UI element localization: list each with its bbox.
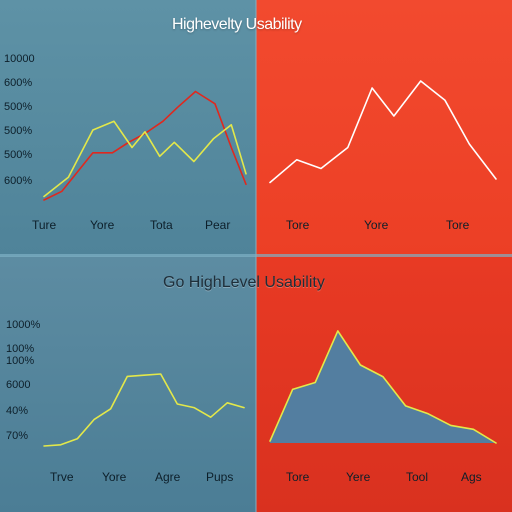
x-category-label: Tore (286, 470, 310, 484)
panel-top-left (0, 0, 256, 256)
chart-title-top: Highevelty Usability (172, 16, 302, 33)
chart-title-bottom: Go HighLevel Usability (163, 274, 325, 291)
y-tick-label: 70% (6, 430, 28, 442)
x-category-label: Trve (50, 470, 74, 484)
x-category-label: Tota (150, 218, 173, 232)
y-tick-label: 500% (4, 101, 32, 113)
y-tick-label: 600% (4, 77, 32, 89)
x-category-label: Yore (102, 470, 127, 484)
x-category-label: Ture (32, 218, 57, 232)
y-tick-label: 100% (6, 355, 34, 367)
chart-top-left: 10000 600% 500% 500% 500% 600% Ture Yore Tota Pea… (4, 53, 247, 232)
y-tick-label: 6000 (6, 379, 30, 391)
y-tick-label: 600% (4, 175, 32, 187)
series-line (43, 120, 247, 198)
x-category-label: Tore (286, 218, 310, 232)
horizontal-divider (0, 254, 512, 257)
area-fill (270, 330, 496, 443)
y-tick-label: 100% (6, 343, 34, 355)
x-category-label: Pups (206, 470, 233, 484)
chart-bottom-right: Tore Yere Tool Ags (269, 330, 497, 484)
x-category-label: Yore (90, 218, 115, 232)
x-category-label: Pear (205, 218, 230, 232)
panel-top-right (256, 0, 512, 256)
panel-bottom-left (0, 256, 256, 512)
chart-bottom-left: 1000% 100%100% 6000 40% 70% Trve Yore Agre Pups (6, 319, 245, 484)
x-category-label: Tool (406, 470, 428, 484)
series-line (269, 330, 497, 444)
x-category-label: Tore (446, 218, 470, 232)
series-line (269, 80, 497, 184)
y-tick-label: 500% (4, 149, 32, 161)
series-line (43, 373, 245, 447)
series-line (43, 90, 247, 201)
x-category-label: Ags (461, 470, 482, 484)
x-category-label: Agre (155, 470, 181, 484)
y-tick-label: 500% (4, 125, 32, 137)
y-tick-label: 40% (6, 405, 28, 417)
y-tick-label: 1000% (6, 319, 40, 331)
x-category-label: Yore (364, 218, 389, 232)
x-category-label: Yere (346, 470, 371, 484)
chart-top-right: Tore Yore Tore (269, 80, 497, 232)
y-tick-label: 10000 (4, 53, 35, 65)
